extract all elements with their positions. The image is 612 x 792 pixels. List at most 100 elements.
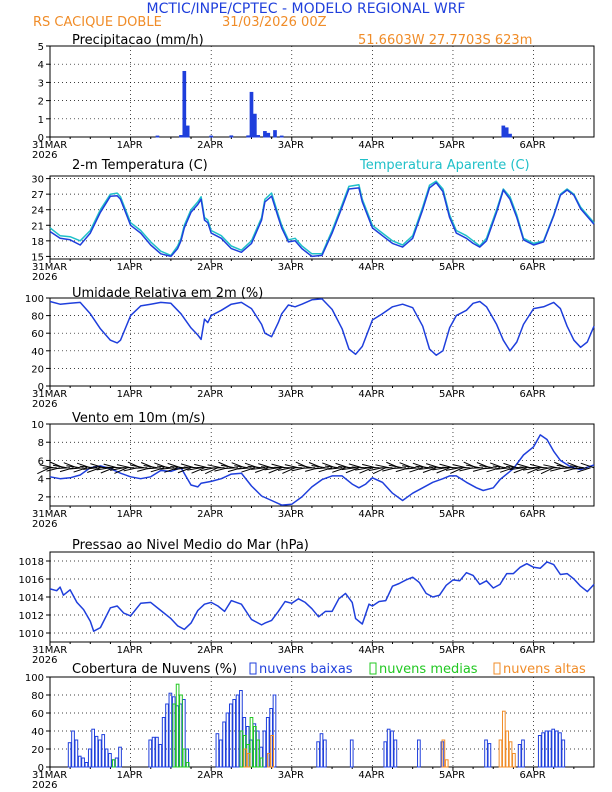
bar-blue [87,748,92,768]
x-year-label: 2026 [32,655,57,666]
y-tick-label: 100 [25,294,44,305]
y-tick-label: 1012 [19,611,44,622]
wind-arrow [247,465,262,469]
x-tick-label: 6APR [520,509,546,520]
bar-green [172,703,177,768]
x-tick-label: 3APR [278,389,304,400]
wind-arrow [543,464,558,469]
wind-arrow [422,467,437,473]
bar-orange [441,739,446,768]
bar-blue [67,742,72,768]
bar-blue [537,735,542,768]
wind-arrow [450,467,464,474]
wind-arrow [96,467,111,471]
bar-blue [165,703,169,768]
bar-orange [246,753,251,768]
x-tick-label: 31MAR [32,645,67,656]
wind-arrow [465,464,480,469]
y-tick-label: 21 [31,221,44,232]
bar-blue [218,739,223,768]
x-tick-label: 4APR [358,389,384,400]
wind-arrow [66,465,81,469]
x-tick-label: 6APR [520,262,546,273]
wind-arrow [56,467,71,469]
wind-arrow [187,467,202,471]
x-tick-label: 6APR [520,770,546,781]
y-tick-label: 24 [31,206,44,217]
y-tick-label: 20 [31,364,44,375]
bar-green [185,762,190,768]
x-tick-label: 1APR [117,389,143,400]
wind-arrow [351,466,366,469]
wind-arrow [183,466,198,469]
wind-arrow [513,467,528,474]
series-line [49,298,595,356]
x-tick-label: 5APR [439,645,465,656]
x-tick-label: 4APR [358,262,384,273]
main-title: MCTIC/INPE/CPTEC - MODELO REGIONAL WRF [147,1,466,17]
bar-blue [263,131,267,138]
x-tick-label: 1APR [117,645,143,656]
bar-blue [558,732,562,768]
wind-arrow [405,467,420,470]
wind-arrow [509,467,524,471]
legend-swatch [249,662,257,675]
wind-arrow [452,464,467,469]
wind-arrow [143,465,158,469]
wind-arrow [130,464,145,469]
bar-blue [279,135,284,138]
y-tick-label: 3 [38,78,44,89]
wind-arrow [264,467,279,471]
bar-blue [262,730,267,768]
wind-arrow [559,467,574,469]
x-tick-label: 1APR [117,770,143,781]
series-line [49,180,595,257]
x-tick-label: 5APR [439,140,465,151]
y-tick-label: 0 [38,382,44,393]
panel-title: Vento em 10m (m/s) [72,411,205,426]
x-tick-label: 31MAR [32,389,67,400]
wind-arrow [506,466,521,469]
y-tick-label: 1014 [19,593,44,604]
y-tick-label: 2 [38,97,44,108]
bar-blue [393,739,398,768]
bar-blue [182,70,187,138]
bar-orange [444,759,449,768]
y-tick-label: 60 [31,329,44,340]
wind-arrow [402,465,417,469]
x-year-label: 2026 [32,272,57,283]
bar-blue [349,739,354,768]
bar-green [249,717,254,768]
wind-arrow [177,467,192,474]
wind-arrow [341,467,356,471]
y-tick-label: 10 [31,420,44,431]
bar-blue [228,703,233,768]
bar-blue [91,728,95,768]
wind-arrow [234,465,249,469]
wind-arrow [388,464,403,469]
x-tick-label: 4APR [358,770,384,781]
y-tick-label: 2 [38,493,44,504]
bar-blue [209,135,214,138]
x-tick-label: 3APR [278,140,304,151]
bar-blue [383,741,388,768]
bar-blue [390,730,394,768]
wind-arrow [207,464,222,469]
wind-arrow [93,466,108,469]
bar-blue [229,135,234,138]
x-tick-label: 5APR [439,509,465,520]
station-coords: 51.6603W 27.7703S 623m [358,33,532,48]
wind-arrow [173,467,188,471]
bar-blue [484,739,488,768]
x-tick-label: 5APR [439,389,465,400]
plot-frame [49,297,595,387]
wind-arrow [237,467,252,470]
x-tick-label: 5APR [439,770,465,781]
bar-blue [155,135,160,138]
bar-orange [512,753,516,768]
x-tick-label: 6APR [520,140,546,151]
x-tick-label: 5APR [439,262,465,273]
y-tick-label: 27 [31,190,44,201]
x-tick-label: 1APR [117,140,143,151]
